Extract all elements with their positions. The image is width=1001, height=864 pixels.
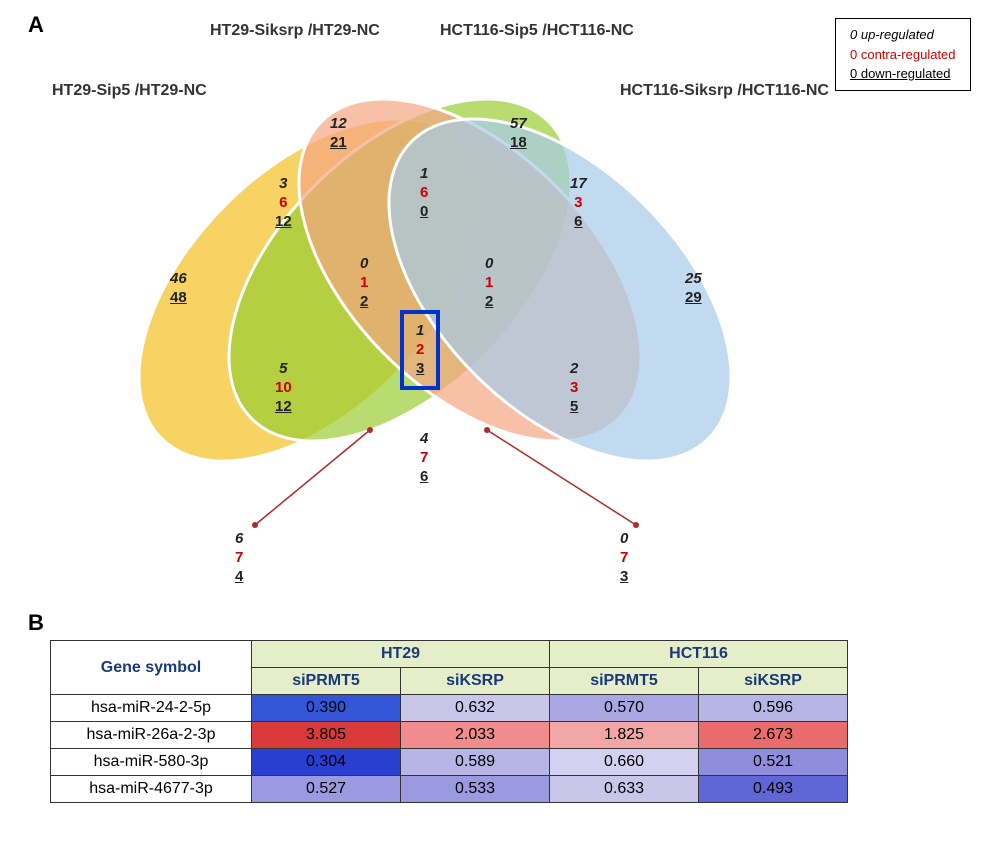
panel-b-label: B (28, 610, 44, 636)
th-gene: Gene symbol (51, 641, 252, 695)
gene-cell: hsa-miR-26a-2-3p (51, 722, 252, 749)
table-row: hsa-miR-4677-3p0.5270.5330.6330.493 (51, 776, 848, 803)
value-cell: 0.493 (699, 776, 848, 803)
value-cell: 0.633 (550, 776, 699, 803)
value-cell: 0.570 (550, 695, 699, 722)
table-row: hsa-miR-24-2-5p0.3900.6320.5700.596 (51, 695, 848, 722)
venn-region-only2: 1221 (330, 115, 347, 153)
venn-region-only3: 5718 (510, 115, 527, 153)
venn-region-r134: 073 (620, 530, 628, 586)
value-cell: 0.596 (699, 695, 848, 722)
value-cell: 0.660 (550, 749, 699, 776)
gene-cell: hsa-miR-4677-3p (51, 776, 252, 803)
gene-cell: hsa-miR-580-3p (51, 749, 252, 776)
venn-region-r13: 51012 (275, 360, 292, 416)
value-cell: 0.521 (699, 749, 848, 776)
value-cell: 0.632 (401, 695, 550, 722)
th-grp2: HCT116 (550, 641, 848, 668)
venn-region-r12: 3612 (275, 175, 292, 231)
th-c3: siPRMT5 (550, 668, 699, 695)
table-row: hsa-miR-580-3p0.3040.5890.6600.521 (51, 749, 848, 776)
value-cell: 2.033 (401, 722, 550, 749)
value-cell: 0.527 (252, 776, 401, 803)
venn-region-only1: 4648 (170, 270, 187, 308)
venn-region-r123: 012 (360, 255, 368, 311)
th-grp1: HT29 (252, 641, 550, 668)
th-c1: siPRMT5 (252, 668, 401, 695)
venn-region-r14: 476 (420, 430, 428, 486)
venn-diagram (0, 0, 1001, 620)
value-cell: 0.589 (401, 749, 550, 776)
value-cell: 2.673 (699, 722, 848, 749)
venn-center-box: 123 (400, 310, 440, 390)
venn-region-r34: 1736 (570, 175, 587, 231)
value-cell: 3.805 (252, 722, 401, 749)
value-cell: 0.533 (401, 776, 550, 803)
value-cell: 1.825 (550, 722, 699, 749)
value-cell: 0.304 (252, 749, 401, 776)
venn-region-r124: 674 (235, 530, 243, 586)
th-c4: siKSRP (699, 668, 848, 695)
venn-region-r234: 012 (485, 255, 493, 311)
gene-cell: hsa-miR-24-2-5p (51, 695, 252, 722)
value-cell: 0.390 (252, 695, 401, 722)
venn-region-r24: 235 (570, 360, 578, 416)
th-c2: siKSRP (401, 668, 550, 695)
venn-region-r23: 160 (420, 165, 428, 221)
heatmap-table: Gene symbolHT29HCT116siPRMT5siKSRPsiPRMT… (50, 640, 848, 803)
venn-region-only4: 2529 (685, 270, 702, 308)
table-row: hsa-miR-26a-2-3p3.8052.0331.8252.673 (51, 722, 848, 749)
